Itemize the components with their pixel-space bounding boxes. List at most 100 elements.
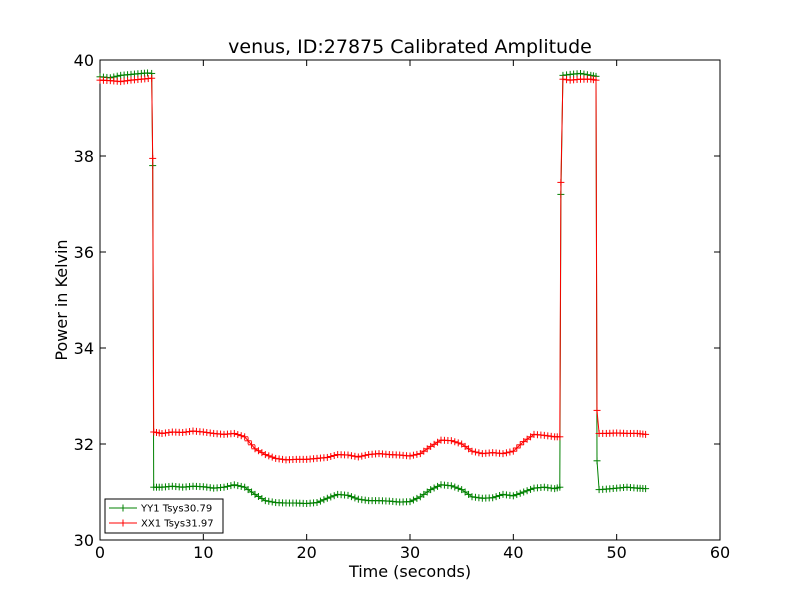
y-tick-label: 40 xyxy=(74,51,94,70)
data-point xyxy=(244,437,252,445)
x-tick-label: 50 xyxy=(606,543,626,562)
legend-entries: YY1 Tsys30.79 XX1 Tsys31.97 xyxy=(109,504,214,530)
data-point xyxy=(358,452,366,460)
series-layer xyxy=(96,69,650,508)
data-point xyxy=(261,451,269,459)
x-tick-label: 30 xyxy=(400,543,420,562)
x-tick-label: 40 xyxy=(503,543,523,562)
data-point xyxy=(354,453,362,461)
data-point xyxy=(406,452,414,460)
data-point xyxy=(593,457,601,465)
data-point xyxy=(447,437,455,445)
legend: YY1 Tsys30.79 XX1 Tsys31.97 xyxy=(104,498,224,534)
data-point xyxy=(454,439,462,447)
x-tick-label: 10 xyxy=(193,543,213,562)
data-point xyxy=(330,452,338,460)
data-point xyxy=(489,494,497,502)
data-point xyxy=(361,451,369,459)
data-point xyxy=(471,448,479,456)
data-point xyxy=(227,482,235,490)
data-point xyxy=(149,154,157,162)
data-point xyxy=(234,431,242,439)
data-point xyxy=(409,451,417,459)
data-point xyxy=(592,76,600,84)
data-point xyxy=(220,483,228,491)
data-point xyxy=(556,483,564,491)
data-point xyxy=(509,492,517,500)
data-point xyxy=(413,494,421,502)
data-point xyxy=(347,493,355,501)
data-point xyxy=(237,432,245,440)
legend-label: YY1 Tsys30.79 xyxy=(140,504,212,515)
data-point xyxy=(593,406,601,414)
x-tick-label: 60 xyxy=(710,543,730,562)
data-point xyxy=(434,482,442,490)
data-point xyxy=(516,489,524,497)
data-point xyxy=(351,494,359,502)
data-point xyxy=(451,483,459,491)
data-point xyxy=(320,496,328,504)
x-axis-label: Time (seconds) xyxy=(348,562,471,581)
data-point xyxy=(268,453,276,461)
data-point xyxy=(556,433,564,441)
data-point xyxy=(454,484,462,492)
plot-area xyxy=(99,59,721,541)
data-point xyxy=(330,492,338,500)
data-point xyxy=(223,482,231,490)
data-point xyxy=(447,482,455,490)
data-point xyxy=(230,429,238,437)
data-point xyxy=(323,494,331,502)
data-point xyxy=(261,497,269,505)
data-point xyxy=(234,482,242,490)
data-point xyxy=(316,497,324,505)
y-tick-label: 34 xyxy=(74,339,94,358)
data-point xyxy=(527,485,535,493)
data-point xyxy=(557,178,565,186)
data-point xyxy=(520,488,528,496)
legend-box xyxy=(104,498,224,534)
y-axis-label: Power in Kelvin xyxy=(52,239,71,360)
y-tick-label: 30 xyxy=(74,531,94,550)
data-point xyxy=(327,452,335,460)
data-point xyxy=(313,499,321,507)
data-point xyxy=(351,452,359,460)
data-point xyxy=(468,447,476,455)
data-point xyxy=(492,493,500,501)
data-point xyxy=(344,491,352,499)
series-1 xyxy=(96,74,650,464)
axes-layer: 0 10 20 30 40 50 60 30 32 34 36 38 40 xyxy=(74,51,731,562)
chart-title: venus, ID:27875 Calibrated Amplitude xyxy=(228,36,592,58)
data-point xyxy=(265,497,273,505)
data-point xyxy=(248,441,256,449)
data-point xyxy=(347,452,355,460)
data-point xyxy=(513,491,521,499)
data-point xyxy=(265,452,273,460)
data-point xyxy=(509,447,517,455)
data-point xyxy=(451,438,459,446)
data-point xyxy=(430,484,438,492)
data-point xyxy=(230,481,238,489)
data-point xyxy=(241,433,249,441)
data-point xyxy=(499,450,507,458)
x-tick-label: 0 xyxy=(95,543,105,562)
data-point xyxy=(506,448,514,456)
legend-entry: XX1 Tsys31.97 xyxy=(109,519,214,530)
data-point xyxy=(642,430,650,438)
data-point xyxy=(496,492,504,500)
data-point xyxy=(427,486,435,494)
data-point xyxy=(475,449,483,457)
data-point xyxy=(237,482,245,490)
data-point xyxy=(513,444,521,452)
x-tick-label: 20 xyxy=(296,543,316,562)
data-point xyxy=(323,453,331,461)
data-point xyxy=(516,441,524,449)
data-point xyxy=(642,485,650,493)
data-point xyxy=(502,449,510,457)
data-point xyxy=(406,498,414,506)
data-point xyxy=(409,496,417,504)
legend-label: XX1 Tsys31.97 xyxy=(141,519,214,530)
data-point xyxy=(268,498,276,506)
data-point xyxy=(327,493,335,501)
data-point xyxy=(148,74,156,82)
